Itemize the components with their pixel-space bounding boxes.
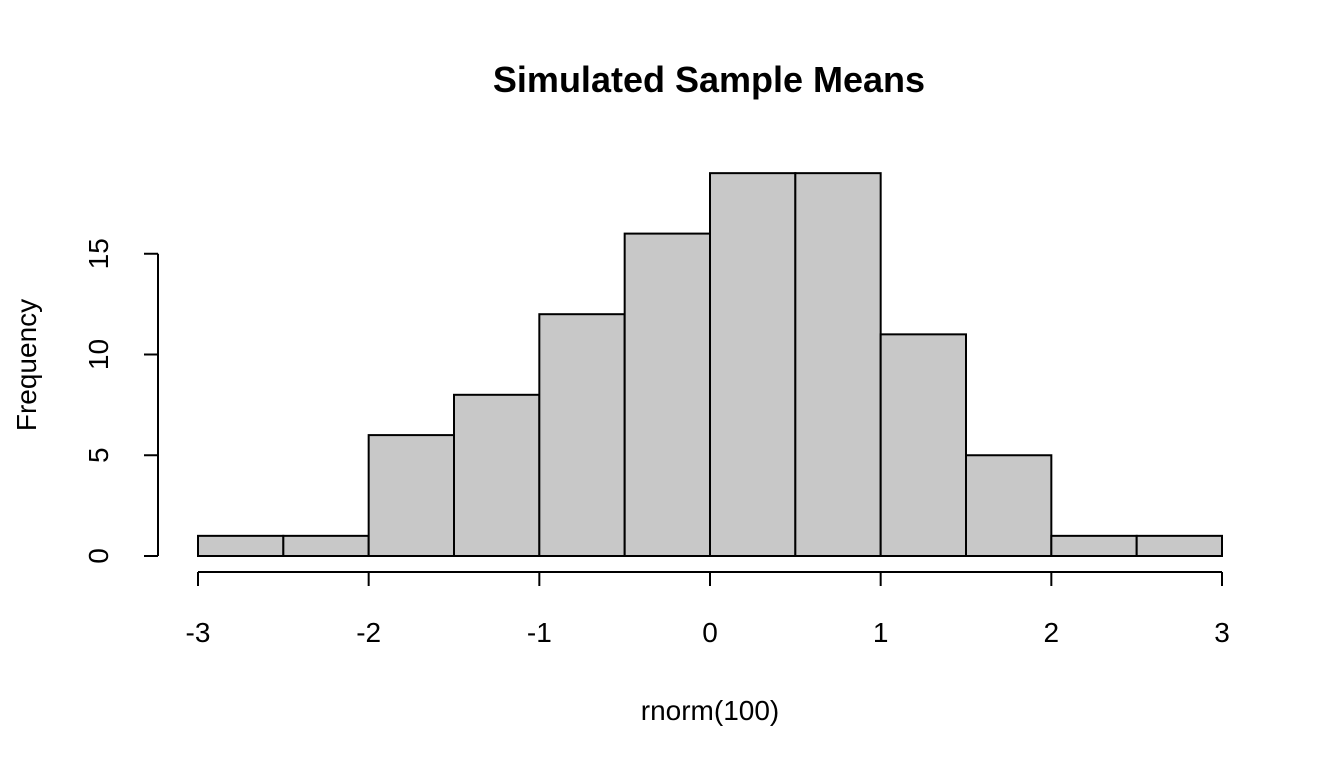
x-tick-label-3: 0 [702, 617, 718, 648]
x-tick-label-5: 2 [1044, 617, 1060, 648]
y-tick-label-3: 15 [83, 238, 114, 269]
chart-title: Simulated Sample Means [493, 59, 925, 100]
y-tick-label-1: 5 [83, 447, 114, 463]
histogram-bar-6 [709, 172, 797, 557]
x-axis-label: rnorm(100) [641, 695, 779, 726]
histogram-bar-8 [879, 333, 968, 557]
histogram-bar-0 [197, 534, 285, 557]
histogram-bar-3 [453, 393, 541, 557]
x-tick-label-1: -2 [356, 617, 381, 648]
x-tick-label-0: -3 [186, 617, 211, 648]
histogram-bar-4 [538, 313, 626, 558]
x-axis: -3 -2 -1 0 1 2 3 [186, 571, 1230, 648]
histogram-bar-1 [282, 534, 370, 557]
histogram-bar-5 [623, 232, 712, 557]
x-tick-label-6: 3 [1214, 617, 1230, 648]
y-axis: 0 5 10 15 [83, 238, 159, 564]
y-axis-label: Frequency [11, 299, 42, 431]
histogram-bar-7 [794, 172, 882, 557]
x-tick-label-4: 1 [873, 617, 889, 648]
y-tick-label-0: 0 [83, 548, 114, 564]
y-tick-label-2: 10 [83, 339, 114, 370]
x-tick-label-2: -1 [527, 617, 552, 648]
histogram-bar-9 [965, 454, 1053, 557]
histogram-bar-11 [1135, 534, 1223, 557]
bars-group [197, 172, 1223, 558]
histogram-bar-2 [367, 434, 455, 558]
histogram-bar-10 [1050, 534, 1138, 557]
